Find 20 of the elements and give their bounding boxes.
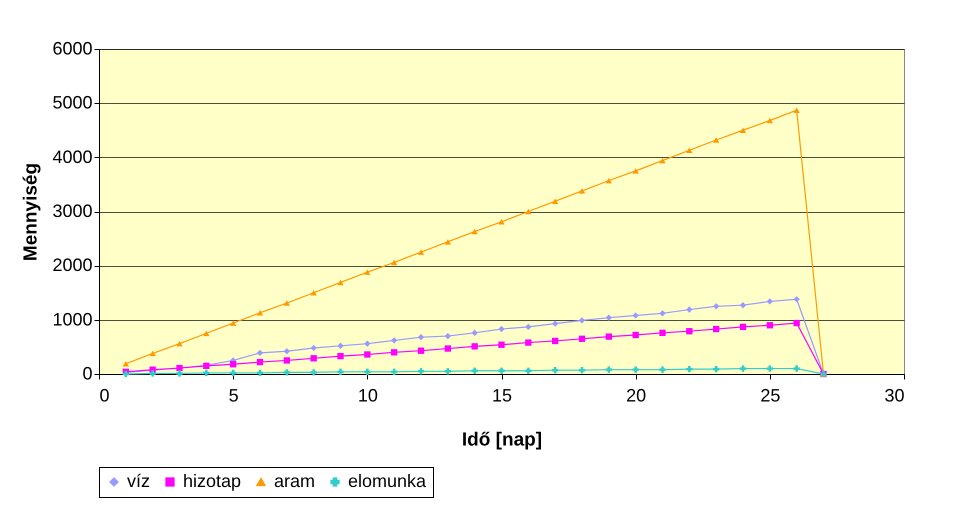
x-tick-label: 15 [492,386,512,406]
x-tick-label: 0 [100,386,110,406]
legend-label: aram [274,471,316,491]
x-tick-label: 30 [884,386,904,406]
y-tick-label: 0 [82,364,92,384]
y-tick-label: 5000 [52,92,92,113]
y-tick-label: 6000 [52,38,92,58]
x-tick-label: 5 [228,386,239,406]
legend-label: víz [127,471,150,491]
x-tick-label: 10 [358,386,378,406]
x-tick-label: 20 [626,386,646,406]
y-tick-label: 4000 [52,146,92,167]
y-tick-label: 1000 [52,309,92,330]
y-tick-label: 2000 [52,255,92,276]
legend-label: elomunka [348,471,428,491]
legend-label: hizotap [183,471,242,491]
y-axis-title: Mennyiség [20,162,42,262]
x-axis-title: Idő [nap] [462,430,542,450]
y-tick-label: 3000 [52,201,92,221]
x-tick-label: 25 [760,386,780,406]
